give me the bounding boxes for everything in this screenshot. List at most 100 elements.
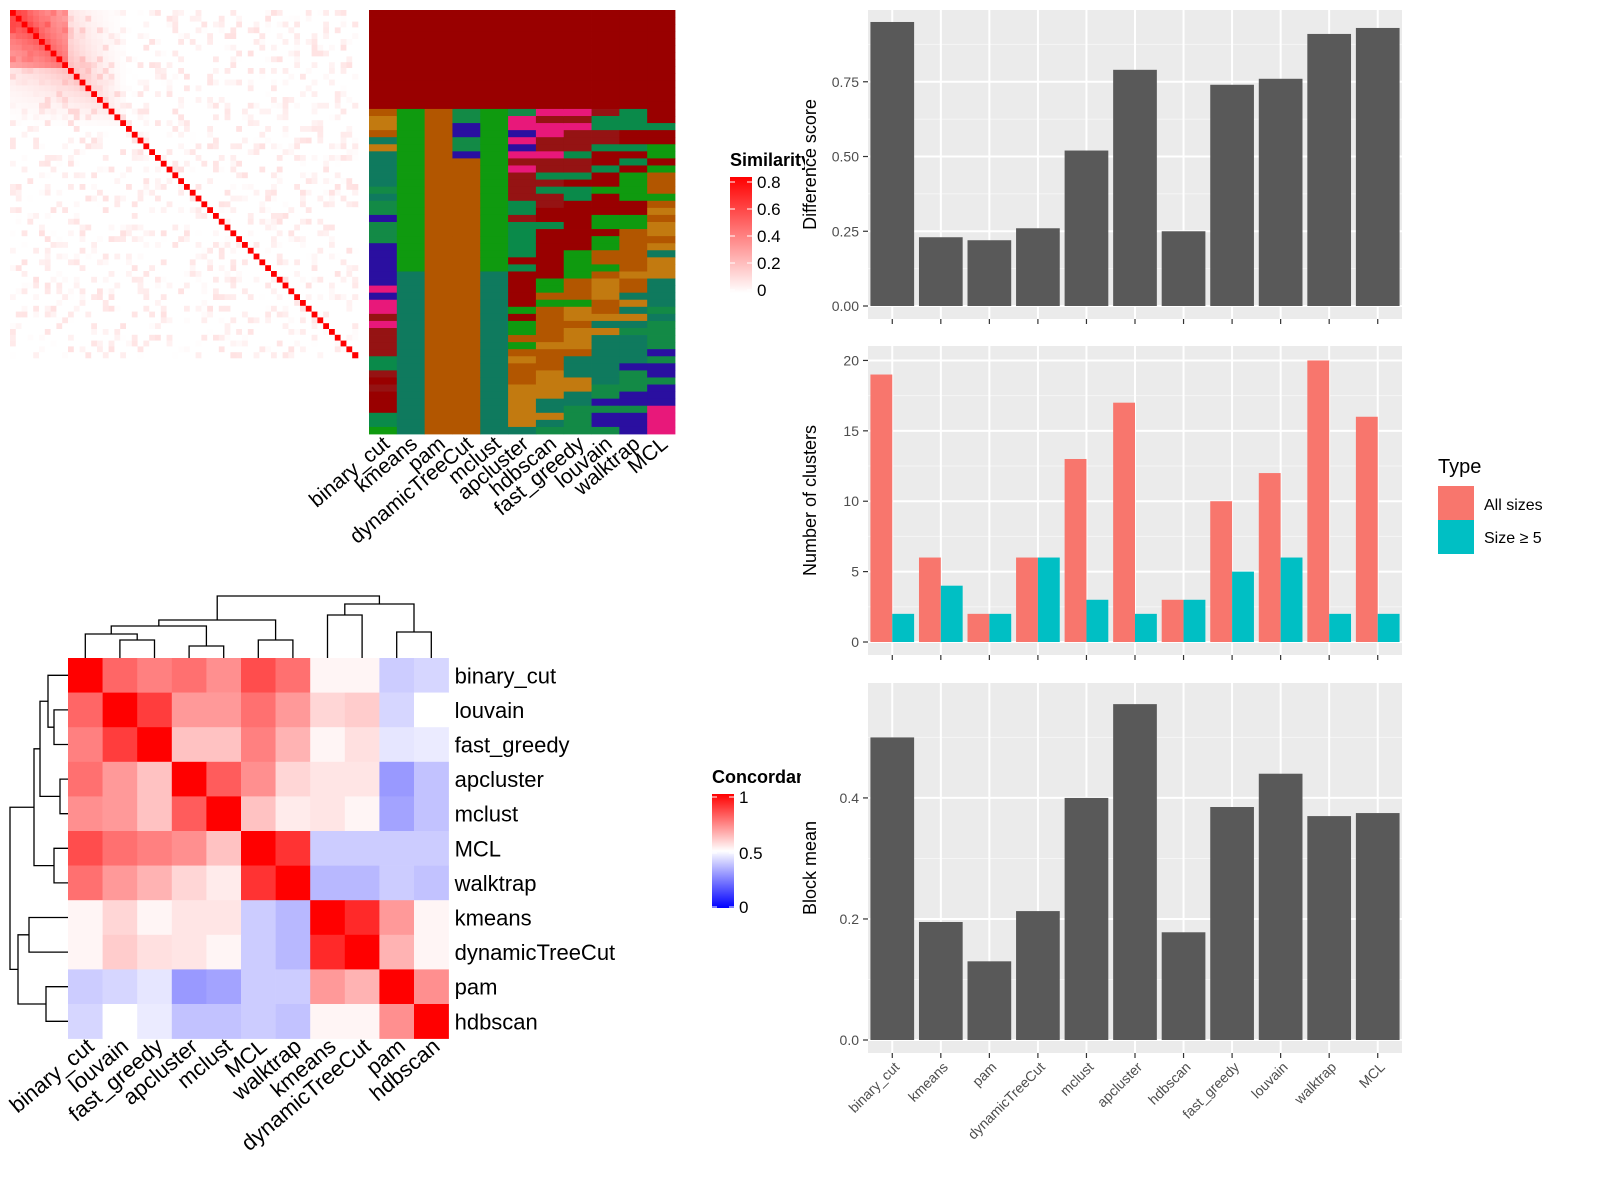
similarity-cell (276, 62, 283, 69)
similarity-cell (85, 294, 92, 301)
similarity-cell (27, 207, 34, 214)
similarity-cell (259, 143, 266, 150)
similarity-cell (334, 44, 341, 51)
similarity-cell (282, 62, 289, 69)
bar-size-ge-5 (1377, 613, 1400, 642)
similarity-cell (201, 21, 208, 28)
assignment-cell (647, 222, 676, 230)
assignment-cell (619, 73, 648, 82)
assignment-cell (452, 165, 481, 173)
assignment-cell (647, 80, 676, 89)
similarity-cell (224, 346, 231, 353)
similarity-cell (201, 33, 208, 40)
similarity-cell (126, 73, 133, 80)
similarity-cell (242, 218, 249, 225)
similarity-cell (27, 253, 34, 260)
assignment-cell (619, 80, 648, 89)
similarity-cell (352, 10, 359, 17)
assignment-cell (563, 271, 592, 279)
similarity-cell (149, 97, 156, 104)
similarity-cell (102, 73, 109, 80)
assignment-cell (480, 80, 509, 89)
similarity-cell (271, 265, 278, 272)
similarity-cell (236, 346, 243, 353)
bar (967, 961, 1012, 1040)
similarity-cell (27, 317, 34, 324)
similarity-cell (62, 97, 69, 104)
similarity-cell (73, 288, 80, 295)
assignment-cell (396, 116, 426, 124)
assignment-cell (508, 137, 537, 145)
similarity-cell (282, 334, 289, 341)
assignment-cell (424, 222, 453, 230)
similarity-cell (131, 44, 138, 51)
similarity-cell (259, 39, 266, 46)
assignment-cell (369, 108, 398, 117)
similarity-cell (236, 97, 243, 104)
assignment-cell (452, 130, 481, 138)
similarity-cell (334, 172, 341, 179)
similarity-cell (334, 253, 341, 260)
similarity-cell (276, 21, 283, 28)
similarity-cell (91, 160, 98, 167)
similarity-cell (207, 288, 214, 295)
similarity-cell (108, 305, 115, 312)
similarity-cell (155, 50, 162, 57)
assignment-cell (508, 144, 537, 152)
assignment-cell (535, 278, 565, 286)
assignment-cell (396, 285, 426, 294)
similarity-cell (79, 224, 86, 231)
similarity-cell (68, 317, 75, 324)
similarity-cell (288, 120, 295, 127)
similarity-cell (224, 68, 231, 75)
assignment-cell (369, 426, 398, 435)
similarity-cell (108, 21, 115, 28)
similarity-cell (213, 271, 220, 278)
concordance-cell (310, 969, 346, 1005)
assignment-cell (591, 426, 620, 435)
similarity-cell (91, 218, 98, 225)
assignment-cell (424, 214, 453, 223)
similarity-cell (62, 50, 69, 57)
similarity-cell (102, 352, 109, 359)
similarity-cell (271, 62, 278, 69)
similarity-cell (126, 334, 133, 341)
similarity-cell (143, 340, 150, 347)
similarity-cell (236, 300, 243, 307)
similarity-cell (166, 131, 173, 138)
y-axis-title: Number of clusters (800, 425, 820, 576)
similarity-cell (224, 259, 231, 266)
similarity-cell (346, 15, 353, 22)
similarity-cell (282, 294, 289, 301)
similarity-cell (120, 178, 127, 185)
similarity-cell (242, 282, 249, 289)
similarity-cell (131, 108, 138, 115)
similarity-cell (62, 259, 69, 266)
similarity-cell (253, 242, 260, 249)
similarity-cell (10, 68, 17, 75)
similarity-cell (39, 294, 46, 301)
similarity-cell (276, 317, 283, 324)
concordance-column-labels: binary_cutlouvainfast_greedyapclustermcl… (5, 1033, 445, 1155)
similarity-cell (79, 85, 86, 92)
similarity-cell (224, 329, 231, 336)
similarity-cell (230, 189, 237, 196)
similarity-cell (317, 166, 324, 173)
similarity-cell (50, 317, 57, 324)
bar (918, 237, 963, 306)
assignment-cell (508, 363, 537, 371)
similarity-cell (201, 300, 208, 307)
assignment-cell (619, 426, 648, 435)
similarity-cell (207, 68, 214, 75)
similarity-cell (44, 120, 51, 127)
similarity-cell (352, 247, 359, 254)
similarity-cell (143, 305, 150, 312)
similarity-cell (311, 184, 318, 191)
assignment-cell (369, 419, 398, 428)
similarity-cell (27, 56, 34, 63)
similarity-cell (340, 317, 347, 324)
similarity-cell (15, 189, 22, 196)
assignment-cell (396, 398, 426, 407)
assignment-cell (369, 236, 398, 244)
bar-all-sizes (1161, 599, 1184, 642)
